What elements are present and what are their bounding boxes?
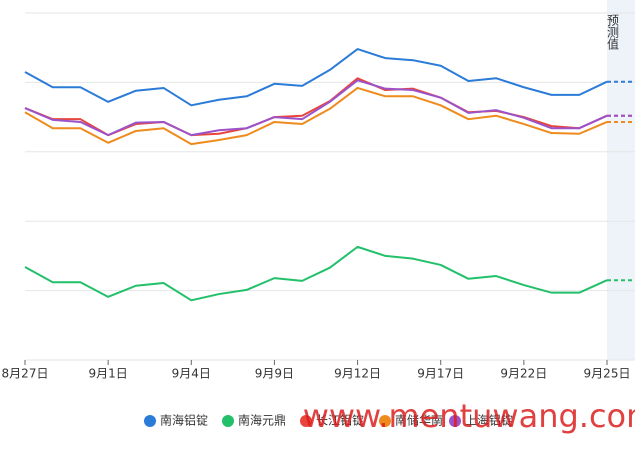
x-tick-label: 9月4日 — [172, 367, 211, 381]
legend-marker — [449, 415, 461, 427]
legend-label: 南储华南 — [395, 413, 443, 428]
series-line — [24, 245, 608, 302]
x-tick-label: 9月17日 — [417, 367, 464, 381]
x-tick-label: 9月9日 — [255, 367, 294, 381]
forecast-band — [607, 0, 635, 360]
x-tick-label: 9月1日 — [89, 367, 128, 381]
legend-marker — [144, 415, 156, 427]
legend-marker — [300, 415, 312, 427]
legend-label: 南海铝锭 — [160, 413, 208, 428]
legend-marker — [379, 415, 391, 427]
legend-label: 长江铝锭 — [316, 413, 364, 428]
x-tick-label: 9月12日 — [334, 367, 381, 381]
legend-marker — [222, 415, 234, 427]
series-line — [24, 86, 608, 146]
x-tick-label: 9月22日 — [500, 367, 547, 381]
x-tick-label: 9月25日 — [584, 367, 631, 381]
legend-label: 上海铝锭 — [465, 413, 513, 428]
watermark: www.mentuwang.com — [303, 397, 635, 435]
x-tick-label: 8月27日 — [2, 367, 49, 381]
legend-label: 南海元鼎 — [238, 413, 286, 428]
forecast-label: 预测值 — [606, 14, 620, 51]
series-line — [24, 79, 608, 137]
series-line — [24, 48, 608, 107]
